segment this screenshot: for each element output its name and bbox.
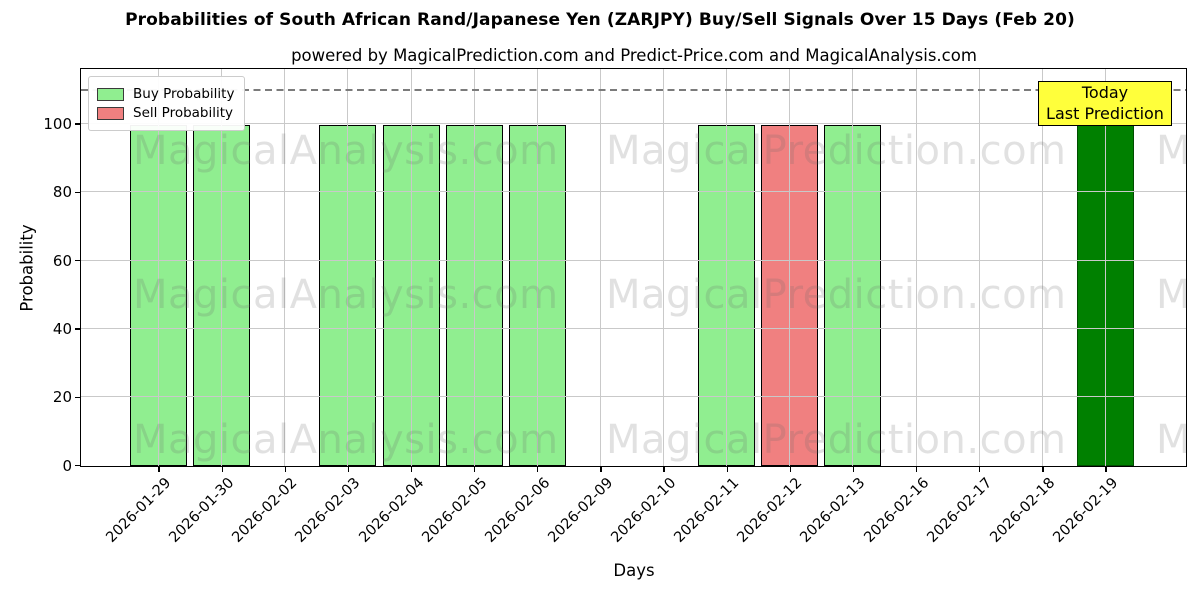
x-tick-label-2026-02-16: 2026-02-16 — [860, 475, 932, 546]
annotation-line-1: Today — [1081, 83, 1129, 102]
legend-label: Sell Probability — [133, 105, 234, 121]
gridline-x-2026-02-18 — [1041, 69, 1043, 466]
x-tick-2026-02-12 — [789, 467, 791, 472]
x-tick-2026-02-02 — [284, 467, 286, 472]
gridline-x-2026-02-11 — [726, 69, 728, 466]
gridline-x-2026-02-16 — [915, 69, 917, 466]
watermark-text: MagicalPrediction.com — [606, 128, 1067, 174]
x-tick-label-2026-02-10: 2026-02-10 — [608, 475, 680, 546]
x-tick-label-2026-02-09: 2026-02-09 — [545, 475, 617, 546]
gridline-x-2026-02-03 — [347, 69, 349, 466]
x-tick-2026-02-06 — [537, 467, 539, 472]
x-tick-label-2026-02-17: 2026-02-17 — [924, 475, 996, 546]
x-tick-label-2026-02-06: 2026-02-06 — [482, 475, 554, 546]
x-tick-label-2026-02-12: 2026-02-12 — [734, 475, 806, 546]
x-tick-2026-01-30 — [221, 467, 223, 472]
x-tick-label-2026-01-29: 2026-01-29 — [103, 475, 175, 546]
watermark-text: MagicalAnalysis.com — [1156, 274, 1186, 316]
y-axis-title: Probability — [17, 224, 37, 312]
x-tick-label-2026-01-30: 2026-01-30 — [166, 475, 238, 546]
legend: Buy Probability Sell Probability — [88, 76, 246, 131]
watermark-text: MagicalAnalysis.com — [1156, 130, 1186, 172]
gridline-x-2026-02-02 — [284, 69, 286, 466]
y-tick-100 — [75, 123, 80, 125]
y-tick-label-40: 40 — [52, 319, 72, 338]
gridline-y-80 — [81, 191, 1186, 193]
x-tick-2026-02-05 — [474, 467, 476, 472]
gridline-x-2026-02-19 — [1104, 69, 1106, 466]
watermark-text: MagicalAnalysis.com — [133, 128, 559, 174]
y-tick-40 — [75, 328, 80, 330]
x-tick-2026-02-18 — [1042, 467, 1044, 472]
y-tick-80 — [75, 191, 80, 193]
gridline-y-60 — [81, 259, 1186, 261]
y-tick-label-0: 0 — [62, 456, 72, 475]
legend-label: Buy Probability — [133, 86, 235, 102]
y-tick-label-60: 60 — [52, 251, 72, 270]
x-tick-2026-02-04 — [410, 467, 413, 472]
gridline-x-2026-02-17 — [978, 69, 980, 466]
x-tick-label-2026-02-02: 2026-02-02 — [229, 475, 301, 546]
gridline-y-20 — [81, 396, 1186, 398]
x-tick-2026-02-16 — [915, 467, 918, 472]
x-tick-label-2026-02-05: 2026-02-05 — [419, 475, 490, 546]
x-tick-2026-02-19 — [1105, 467, 1107, 472]
y-tick-label-80: 80 — [52, 183, 72, 202]
annotation-line-2: Last Prediction — [1046, 103, 1164, 123]
watermark-text: MagicalAnalysis.com — [1156, 419, 1186, 461]
watermark-text: MagicalPrediction.com — [606, 417, 1067, 463]
gridline-y-40 — [81, 327, 1186, 329]
y-tick-60 — [75, 260, 80, 262]
gridline-y-100 — [81, 123, 1186, 124]
x-tick-label-2026-02-19: 2026-02-19 — [1050, 475, 1122, 546]
gridline-x-2026-01-30 — [221, 69, 223, 466]
y-tick-label-100: 100 — [43, 115, 72, 133]
x-tick-label-2026-02-03: 2026-02-03 — [292, 475, 364, 546]
legend-item-buy: Buy Probability — [97, 86, 234, 102]
today-annotation: Today Last Prediction — [1038, 81, 1172, 126]
plot-area: MagicalAnalysis.com MagicalPrediction.com… — [80, 68, 1187, 467]
legend-swatch-sell — [97, 106, 124, 120]
gridline-x-2026-02-05 — [473, 69, 475, 466]
x-tick-2026-02-11 — [726, 467, 728, 472]
x-tick-label-2026-02-13: 2026-02-13 — [797, 475, 869, 546]
gridline-x-2026-02-09 — [599, 69, 601, 466]
watermark-text: MagicalPrediction.com — [606, 272, 1067, 318]
watermark-text: MagicalAnalysis.com — [133, 417, 559, 463]
x-tick-2026-02-03 — [347, 467, 350, 472]
dashed-threshold-line — [81, 89, 1186, 91]
x-tick-2026-01-29 — [158, 467, 160, 472]
gridline-x-2026-01-29 — [158, 69, 159, 466]
gridline-x-2026-02-12 — [789, 69, 791, 466]
chart-subtitle: powered by MagicalPrediction.com and Pre… — [291, 46, 977, 65]
x-tick-label-2026-02-11: 2026-02-11 — [671, 475, 743, 546]
watermark-text: MagicalAnalysis.com — [133, 272, 559, 318]
x-tick-2026-02-10 — [663, 467, 665, 472]
x-axis-title: Days — [613, 561, 655, 580]
chart-title: Probabilities of South African Rand/Japa… — [125, 10, 1075, 30]
legend-swatch-buy — [97, 87, 124, 101]
x-tick-2026-02-09 — [600, 467, 602, 472]
gridline-x-2026-02-13 — [852, 69, 854, 466]
gridline-x-2026-02-10 — [663, 69, 665, 466]
gridline-x-2026-02-06 — [536, 69, 538, 466]
legend-item-sell: Sell Probability — [97, 105, 234, 121]
y-tick-0 — [75, 464, 80, 467]
x-tick-label-2026-02-18: 2026-02-18 — [987, 475, 1059, 546]
x-tick-2026-02-17 — [979, 467, 981, 472]
x-tick-label-2026-02-04: 2026-02-04 — [355, 475, 427, 546]
x-tick-2026-02-13 — [852, 467, 855, 472]
gridline-x-2026-02-04 — [410, 69, 412, 466]
y-tick-label-20: 20 — [52, 388, 72, 407]
y-tick-20 — [75, 396, 80, 398]
